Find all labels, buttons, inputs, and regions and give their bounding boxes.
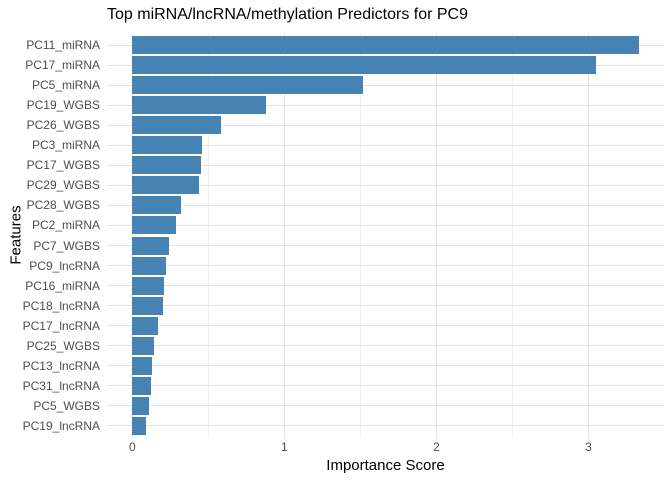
x-tick-label: 1 [281, 440, 288, 454]
bar-pc25-wgbs [132, 336, 154, 355]
gridline-major-v [131, 33, 133, 438]
y-tick-label: PC5_WGBS [33, 398, 100, 413]
bar-pc26-wgbs [132, 116, 221, 135]
y-tick-label: PC17_WGBS [26, 158, 100, 173]
gridline-major-v [283, 33, 285, 438]
bar-pc29-wgbs [132, 176, 200, 195]
gridline-major-h [107, 285, 664, 287]
y-tick-label: PC3_miRNA [31, 138, 100, 153]
bar-pc17-mirna [132, 56, 597, 75]
y-tick-label: PC31_lncRNA [22, 378, 100, 393]
y-axis-title: Features [7, 205, 25, 265]
gridline-major-h [107, 84, 664, 86]
bar-pc3-mirna [132, 136, 203, 155]
bar-pc17-wgbs [132, 156, 201, 175]
bar-pc13-lncrna [132, 356, 153, 375]
gridline-major-h [107, 425, 664, 427]
gridline-major-h [107, 184, 664, 186]
gridline-major-h [107, 345, 664, 347]
gridline-major-h [107, 144, 664, 146]
gridline-minor-v [511, 33, 513, 438]
y-tick-label: PC19_lncRNA [22, 418, 100, 433]
gridline-major-h [107, 265, 664, 267]
x-tick-label: 2 [433, 440, 440, 454]
bar-pc5-mirna [132, 76, 364, 95]
bar-pc2-mirna [132, 216, 177, 235]
gridline-major-h [107, 164, 664, 166]
bar-pc7-wgbs [132, 236, 169, 255]
x-tick-label: 3 [585, 440, 592, 454]
y-tick-label: PC28_WGBS [26, 198, 100, 213]
y-tick-label: PC17_miRNA [25, 58, 100, 73]
gridline-major-v [588, 33, 589, 438]
gridline-minor-v [359, 33, 361, 438]
bar-pc19-lncrna [132, 416, 146, 435]
gridline-major-h [107, 325, 664, 327]
bar-pc16-mirna [132, 276, 165, 295]
gridline-major-h [107, 365, 664, 367]
gridline-major-h [107, 124, 664, 126]
y-tick-label: PC5_miRNA [31, 78, 100, 93]
bar-pc11-mirna [132, 36, 639, 55]
x-axis-title: Importance Score [326, 457, 445, 474]
gridline-major-h [107, 204, 664, 206]
bar-pc31-lncrna [132, 376, 151, 395]
gridline-minor-v [207, 33, 209, 438]
x-tick-label: 0 [128, 440, 136, 454]
bar-pc17-lncrna [132, 316, 159, 335]
bar-pc28-wgbs [132, 196, 181, 215]
bar-pc9-lncrna [132, 256, 166, 275]
gridline-major-h [107, 405, 664, 407]
gridline-major-h [107, 224, 664, 226]
gridline-major-h [107, 245, 664, 247]
y-tick-label: PC16_miRNA [25, 278, 100, 293]
y-tick-label: PC13_lncRNA [22, 358, 100, 373]
y-tick-label: PC2_miRNA [31, 218, 100, 233]
chart-title: Top miRNA/lncRNA/methylation Predictors … [107, 6, 469, 23]
gridline-major-h [107, 305, 664, 307]
y-tick-label: PC26_WGBS [26, 118, 100, 133]
y-tick-label: PC9_lncRNA [29, 258, 100, 273]
gridline-major-h [107, 104, 664, 106]
y-tick-label: PC11_miRNA [26, 38, 100, 53]
y-tick-label: PC29_WGBS [26, 178, 100, 193]
bar-pc19-wgbs [132, 96, 267, 115]
y-tick-label: PC25_WGBS [26, 338, 100, 353]
y-tick-label: PC7_WGBS [33, 238, 100, 253]
bar-pc18-lncrna [132, 296, 163, 315]
bar-pc5-wgbs [132, 396, 150, 415]
y-tick-label: PC17_lncRNA [22, 318, 100, 333]
y-tick-label: PC18_lncRNA [22, 298, 100, 313]
gridline-major-v [435, 33, 437, 438]
plot-panel [107, 33, 664, 438]
y-tick-label: PC19_WGBS [26, 98, 100, 113]
gridline-major-h [107, 385, 664, 387]
